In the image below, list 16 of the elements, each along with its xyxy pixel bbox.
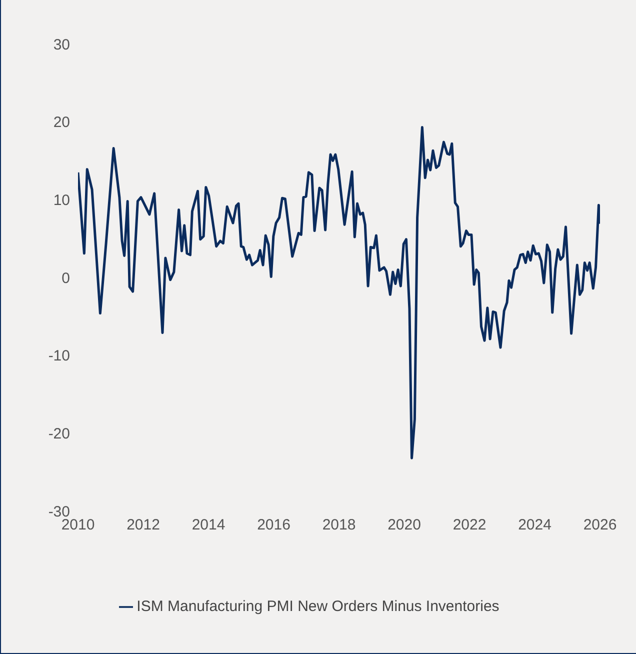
y-tick-label: 0 [62,270,70,287]
y-tick-label: 10 [53,192,70,209]
x-tick-label: 2018 [322,516,356,534]
x-tick-label: 2012 [126,516,160,534]
x-tick-label: 2024 [518,516,552,534]
line-series [78,126,600,460]
y-tick-label: -20 [48,425,70,442]
x-tick-label: 2020 [388,516,421,534]
x-tick-label: 2022 [452,516,486,534]
y-tick-label: -10 [48,348,70,365]
x-tick-label: 2014 [192,516,226,534]
x-tick-label: 2016 [257,516,290,534]
y-tick-label: 30 [53,36,70,54]
x-tick-label: 2026 [583,516,617,534]
y-tick-label: 20 [53,114,70,132]
legend-label: ISM Manufacturing PMI New Orders Minus Inventories [136,598,500,615]
